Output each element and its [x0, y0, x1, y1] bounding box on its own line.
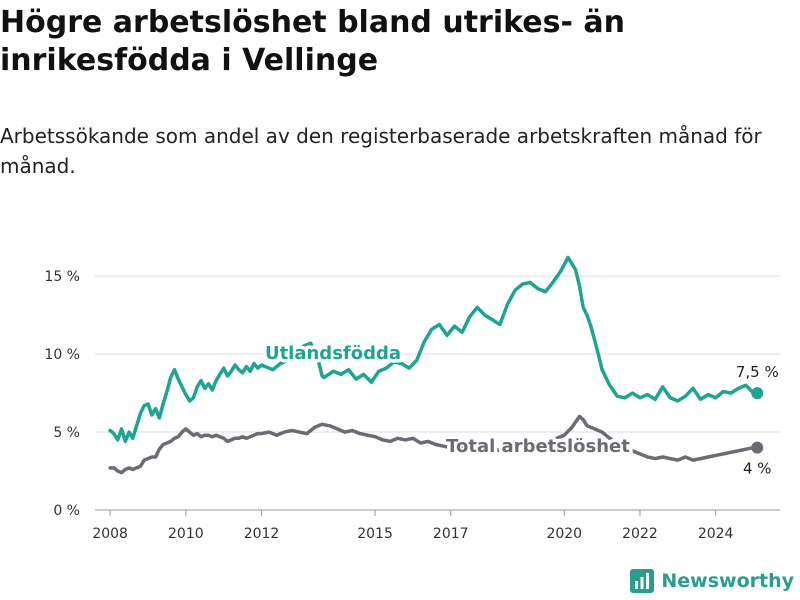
total-end-marker [751, 441, 764, 454]
x-tick-label: 2008 [92, 526, 128, 542]
brand-name: Newsworthy [661, 570, 794, 592]
chart-title: Högre arbetslöshet bland utrikes- än inr… [0, 5, 625, 78]
x-tick-label: 2017 [433, 526, 469, 542]
gridlines [95, 275, 780, 511]
y-tick-label: 15 % [44, 269, 80, 285]
y-tick-label: 0 % [53, 503, 80, 519]
total-end-label: 4 % [743, 460, 772, 478]
x-axis: 2008 2010 2012 2015 2017 2020 2022 2024 [92, 510, 734, 542]
utlandsfodda-series-label: Utlandsfödda [265, 343, 401, 364]
utlandsfodda-line [108, 255, 760, 444]
total-series-label: Total arbetslöshet [446, 436, 630, 457]
x-tick-label: 2022 [622, 526, 658, 542]
newsworthy-logo-icon [630, 569, 655, 593]
x-tick-label: 2020 [546, 526, 582, 542]
y-tick-label: 10 % [44, 347, 80, 363]
x-tick-label: 2024 [698, 526, 734, 542]
total-line [108, 414, 760, 475]
x-tick-label: 2015 [357, 526, 393, 542]
chart-subtitle: Arbetssökande som andel av den registerb… [0, 124, 762, 178]
y-tick-label: 5 % [53, 425, 80, 441]
series-lines [108, 255, 764, 475]
x-tick-label: 2010 [168, 526, 204, 542]
utlandsfodda-end-marker [751, 387, 764, 400]
brand: Newsworthy [629, 568, 794, 594]
x-tick-label: 2012 [244, 526, 280, 542]
y-axis: 0 % 5 % 10 % 15 % [44, 269, 80, 519]
utlandsfodda-end-label: 7,5 % [736, 363, 779, 381]
series-labels: Utlandsfödda Total arbetslöshet 7,5 % 4 % [261, 340, 782, 482]
